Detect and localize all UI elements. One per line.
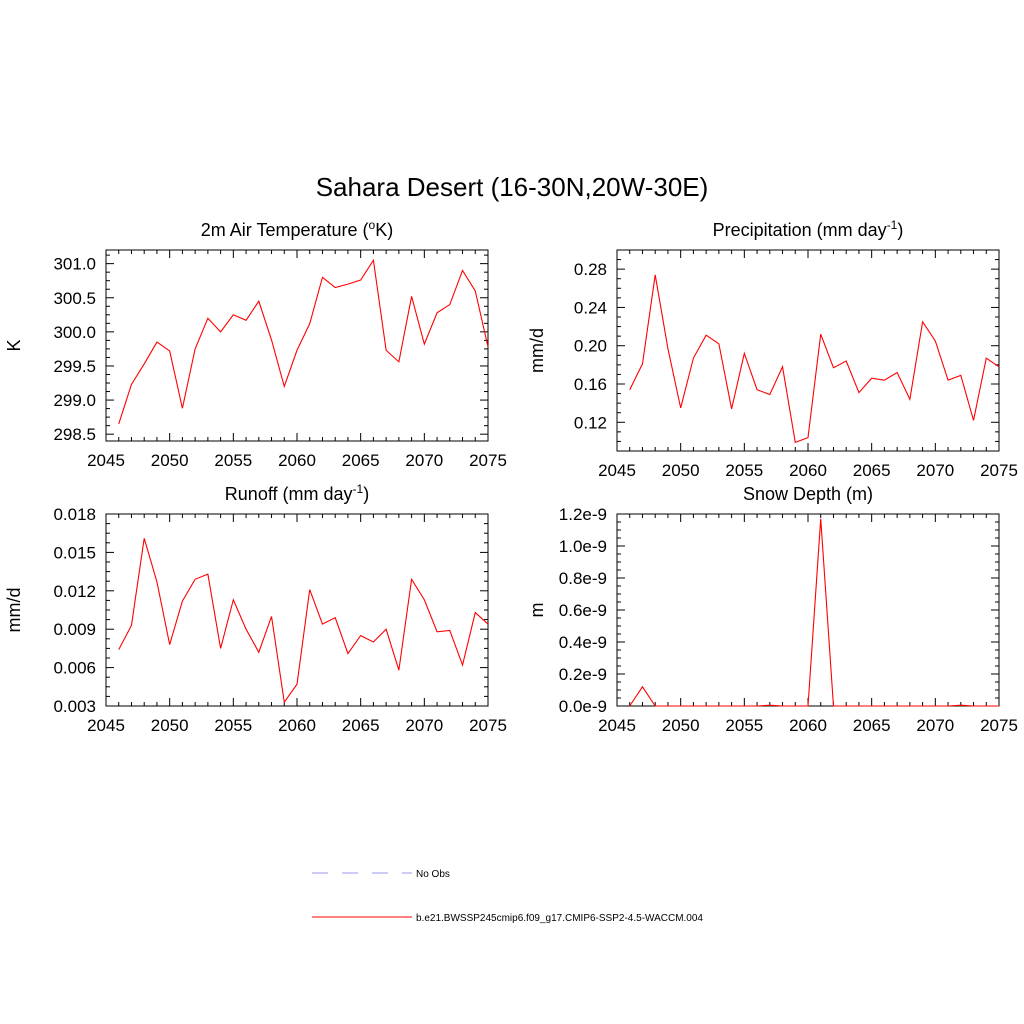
- legend-label: No Obs: [416, 869, 450, 880]
- y-tick-label: 0.6e-9: [559, 601, 607, 620]
- y-tick-label: 0.006: [53, 659, 96, 678]
- plot-frame: [105, 249, 489, 442]
- panel-title-main: Precipitation (mm day: [713, 220, 887, 240]
- panel-title-main: 2m Air Temperature (: [201, 220, 369, 240]
- panel-title-superscript: o: [369, 218, 376, 232]
- legend: No Obs b.e21.BWSSP245cmip6.f09_g17.CMIP6-…: [312, 869, 703, 924]
- panels: 2045 2050 2055 2060 2065 2070 2075 298.5 299.0 29…: [4, 218, 1018, 735]
- panel-title-superscript: -1: [353, 482, 364, 496]
- panel-title-end: ): [897, 220, 903, 240]
- x-tick-label: 2070: [916, 716, 954, 735]
- y-tick-label: 0.003: [53, 697, 96, 716]
- x-tick-label: 2060: [789, 461, 827, 480]
- x-tick-label: 2075: [469, 716, 507, 735]
- series-line: [629, 274, 1000, 444]
- y-axis-label: mm/d: [4, 588, 24, 633]
- x-tick-label: 2050: [662, 461, 700, 480]
- y-tick-label: 0.24: [574, 298, 607, 317]
- x-tick-label: 2075: [980, 716, 1018, 735]
- panel-title: Snow Depth (m): [743, 484, 873, 504]
- y-tick-label: 299.0: [53, 391, 96, 410]
- y-tick-label: 299.5: [53, 357, 96, 376]
- panel-snow: 2045 2050 2055 2060 2065 2070 2075 0.0e-9 0.2e-9…: [527, 484, 1018, 735]
- x-tick-label: 2060: [278, 716, 316, 735]
- x-tick-label: 2070: [405, 716, 443, 735]
- x-tick-label: 2045: [87, 451, 125, 470]
- y-tick-label: 1.2e-9: [559, 505, 607, 524]
- panel-runoff: 2045 2050 2055 2060 2065 2070 2075 0.003 0.006 0.…: [4, 482, 507, 735]
- panel-title-end: K): [375, 220, 393, 240]
- panel-title: Precipitation (mm day-1): [713, 218, 904, 240]
- x-tick-label: 2060: [789, 716, 827, 735]
- y-tick-label: 0.16: [574, 375, 607, 394]
- x-tick-label: 2045: [598, 461, 636, 480]
- x-tick-label: 2055: [725, 461, 763, 480]
- y-tick-label: 301.0: [53, 255, 96, 274]
- y-tick-label: 300.0: [53, 323, 96, 342]
- x-tick-label: 2050: [662, 716, 700, 735]
- y-tick-label: 0.8e-9: [559, 569, 607, 588]
- y-tick-label: 0.015: [53, 543, 96, 562]
- y-tick-label: 0.018: [53, 505, 96, 524]
- x-tick-label: 2070: [916, 461, 954, 480]
- y-axis-label: m: [527, 603, 547, 618]
- x-tick-label: 2050: [151, 451, 189, 470]
- x-tick-label: 2070: [405, 451, 443, 470]
- y-tick-label: 300.5: [53, 289, 96, 308]
- panel-temp: 2045 2050 2055 2060 2065 2070 2075 298.5 299.0 29…: [4, 218, 507, 470]
- y-axis-label: mm/d: [527, 328, 547, 373]
- y-tick-label: 0.20: [574, 337, 607, 356]
- x-tick-label: 2055: [214, 451, 252, 470]
- plot-frame: [616, 249, 1000, 452]
- x-tick-label: 2065: [853, 461, 891, 480]
- x-tick-label: 2065: [342, 716, 380, 735]
- x-tick-label: 2065: [853, 716, 891, 735]
- panel-title: 2m Air Temperature (oK): [201, 218, 393, 240]
- plot-frame: [616, 513, 1000, 707]
- x-tick-label: 2055: [214, 716, 252, 735]
- x-tick-label: 2055: [725, 716, 763, 735]
- y-tick-label: 298.5: [53, 425, 96, 444]
- x-tick-label: 2045: [598, 716, 636, 735]
- x-tick-label: 2075: [469, 451, 507, 470]
- y-tick-label: 0.0e-9: [559, 697, 607, 716]
- y-tick-label: 0.012: [53, 582, 96, 601]
- y-tick-label: 1.0e-9: [559, 537, 607, 556]
- x-tick-label: 2075: [980, 461, 1018, 480]
- panel-title-main: Snow Depth (m): [743, 484, 873, 504]
- figure-title: Sahara Desert (16-30N,20W-30E): [316, 172, 709, 202]
- panel-precip: 2045 2050 2055 2060 2065 2070 2075 0.12 0.16 0.20…: [527, 218, 1018, 480]
- panel-title-main: Runoff (mm day: [225, 484, 353, 504]
- plot-frame: [105, 513, 489, 707]
- y-tick-label: 0.28: [574, 260, 607, 279]
- series-line: [629, 518, 999, 707]
- x-tick-label: 2060: [278, 451, 316, 470]
- panel-title-superscript: -1: [887, 218, 898, 232]
- x-tick-label: 2065: [342, 451, 380, 470]
- y-tick-label: 0.009: [53, 620, 96, 639]
- series-line: [118, 258, 489, 425]
- x-tick-label: 2045: [87, 716, 125, 735]
- panel-title: Runoff (mm day-1): [225, 482, 369, 504]
- y-tick-label: 0.2e-9: [559, 665, 607, 684]
- legend-label: b.e21.BWSSP245cmip6.f09_g17.CMIP6-SSP2-4…: [416, 913, 703, 924]
- series-line: [118, 538, 489, 704]
- x-tick-label: 2050: [151, 716, 189, 735]
- y-tick-label: 0.12: [574, 413, 607, 432]
- y-axis-label: K: [4, 339, 24, 351]
- panel-title-end: ): [363, 484, 369, 504]
- y-tick-label: 0.4e-9: [559, 633, 607, 652]
